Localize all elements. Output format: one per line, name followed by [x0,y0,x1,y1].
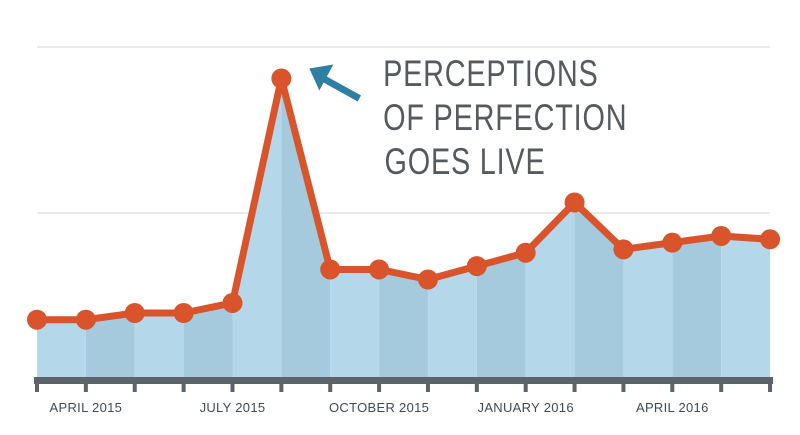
data-point [760,229,780,249]
data-point [271,69,291,89]
x-tick-label: OCTOBER 2015 [329,400,429,415]
annotation-line-1: PERCEPTIONS [383,52,547,96]
data-point [369,259,389,279]
annotation-arrow-icon [309,65,359,99]
x-tick [573,383,577,392]
x-tick-label: APRIL 2015 [50,400,123,415]
x-axis-line [34,377,773,384]
x-tick [279,383,283,392]
x-tick [621,383,625,392]
x-tick [768,383,772,392]
area-band [37,320,86,380]
data-point [418,270,438,290]
x-tick [182,383,186,392]
area-band [330,269,379,380]
annotation-text: PERCEPTIONS OF PERFECTION GOES LIVE [383,52,547,184]
data-point [222,293,242,313]
x-tick-label: JULY 2015 [200,400,266,415]
area-band [135,313,184,380]
area-band [721,236,770,380]
data-point [711,226,731,246]
x-tick [35,383,39,392]
x-tick [475,383,479,392]
x-tick [377,383,381,392]
x-tick [426,383,430,392]
x-tick [670,383,674,392]
x-axis [34,377,773,392]
x-tick [230,383,234,392]
area-band [623,243,672,380]
area-band [672,236,721,380]
x-tick [133,383,137,392]
x-tick [524,383,528,392]
x-tick-labels: APRIL 2015 JULY 2015 OCTOBER 2015 JANUARY 2… [50,400,709,415]
data-point [613,239,633,259]
x-tick [719,383,723,392]
data-point [516,243,536,263]
x-tick [328,383,332,392]
data-point [76,310,96,330]
x-tick-label: APRIL 2016 [636,400,709,415]
data-point [467,256,487,276]
x-tick-label: JANUARY 2016 [478,400,574,415]
data-point [662,233,682,253]
data-point [27,310,47,330]
data-point [174,303,194,323]
x-tick [84,383,88,392]
data-point [125,303,145,323]
data-point [320,259,340,279]
annotation-line-3: GOES LIVE [383,140,547,184]
annotation-line-2: OF PERFECTION [383,96,547,140]
data-point [565,192,585,212]
